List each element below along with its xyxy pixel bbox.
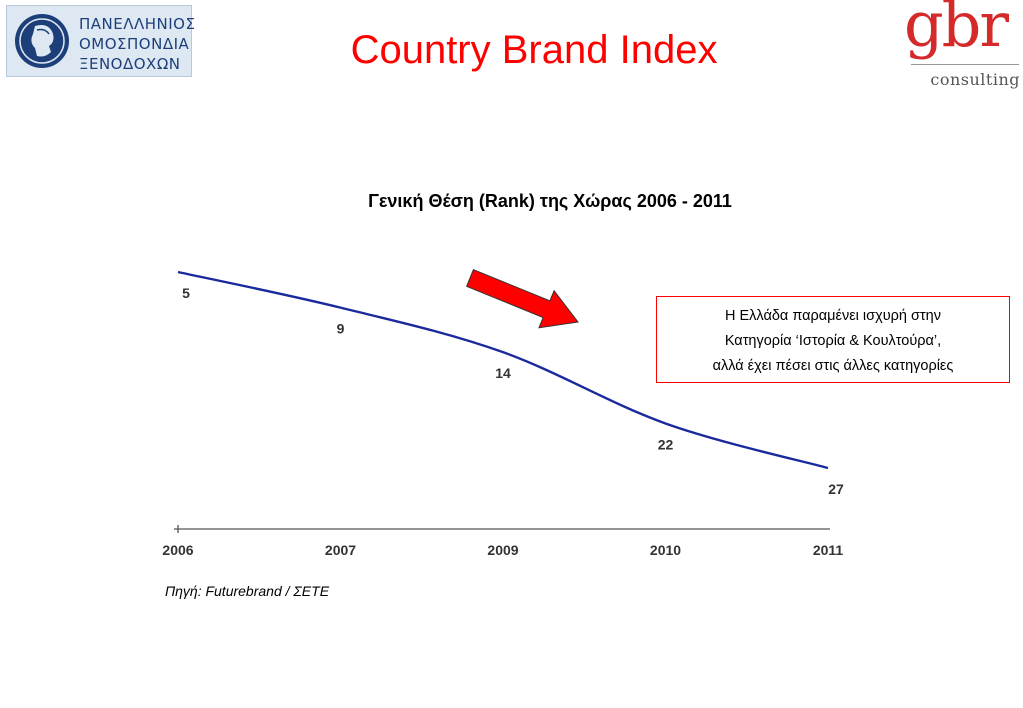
data-label-2007: 9 — [337, 321, 345, 337]
x-tick-label-2007: 2007 — [325, 542, 356, 558]
x-tick-label-2009: 2009 — [487, 542, 518, 558]
x-tick-label-2010: 2010 — [650, 542, 681, 558]
org-name-line-3: ΞΕΝΟΔΟΧΩΝ — [79, 55, 181, 73]
gbr-wordmark: gbr — [903, 0, 1009, 61]
annotation-line-1: Η Ελλάδα παραμένει ισχυρή στην — [725, 308, 941, 324]
annotation-line-2: Κατηγορία ‘Ιστορία & Κουλτούρα’, — [724, 333, 942, 349]
hotel-federation-logo: ΠΑΝΕΛΛΗΝΙΟΣ ΟΜΟΣΠΟΝΔΙΑ ΞΕΝΟΔΟΧΩΝ — [6, 5, 196, 77]
chart-title: Γενική Θέση (Rank) της Χώρας 2006 - 2011 — [368, 191, 732, 211]
x-tick-label-2006: 2006 — [162, 542, 193, 558]
gbr-subtitle: consulting — [930, 70, 1020, 89]
data-label-2011: 27 — [828, 481, 844, 497]
page-title: Country Brand Index — [350, 28, 718, 72]
source-note: Πηγή: Futurebrand / ΣΕΤΕ — [165, 583, 330, 599]
rank-series-line — [177, 270, 829, 470]
data-label-2006: 5 — [182, 285, 190, 301]
gbr-consulting-logo: gbr consulting — [883, 0, 1023, 92]
annotation-line-3: αλλά έχει πέσει στις άλλες κατηγορίες — [712, 358, 954, 374]
org-name-line-2: ΟΜΟΣΠΟΝΔΙΑ — [79, 35, 190, 53]
org-name-line-1: ΠΑΝΕΛΛΗΝΙΟΣ — [79, 15, 196, 33]
data-label-2010: 22 — [658, 436, 674, 452]
logo-rule — [911, 64, 1019, 65]
red-arrow-icon — [465, 269, 579, 329]
annotation-box: Η Ελλάδα παραμένει ισχυρή στην Κατηγορία… — [656, 296, 1010, 383]
greek-profile-emblem-icon — [15, 14, 69, 68]
x-tick-label-2011: 2011 — [813, 542, 844, 558]
data-label-2009: 14 — [495, 365, 511, 381]
